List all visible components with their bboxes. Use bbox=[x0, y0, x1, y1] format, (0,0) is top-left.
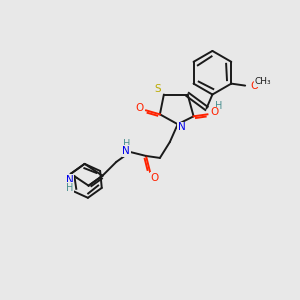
Text: S: S bbox=[154, 84, 161, 94]
Text: H: H bbox=[122, 139, 130, 149]
Text: N: N bbox=[122, 146, 130, 156]
Text: H: H bbox=[215, 101, 222, 111]
Text: CH₃: CH₃ bbox=[255, 77, 271, 86]
Text: N: N bbox=[178, 122, 186, 132]
Text: O: O bbox=[210, 107, 218, 117]
Text: O: O bbox=[250, 81, 258, 91]
Text: O: O bbox=[135, 103, 143, 113]
Text: O: O bbox=[151, 173, 159, 183]
Text: H: H bbox=[66, 183, 74, 193]
Text: N: N bbox=[66, 175, 74, 185]
